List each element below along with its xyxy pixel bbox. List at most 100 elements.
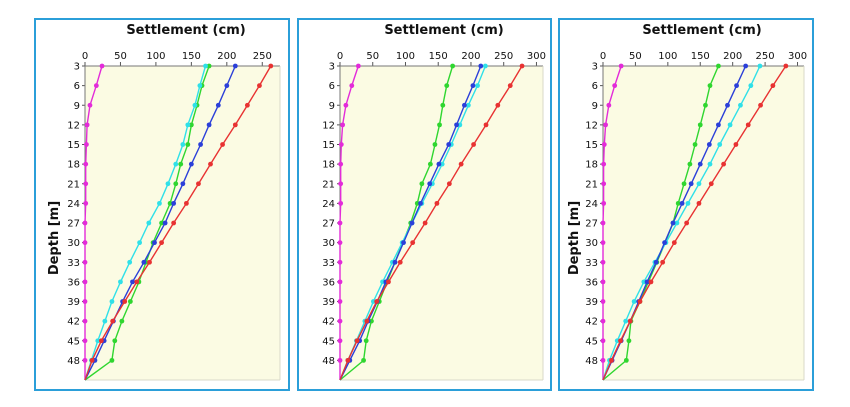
data-point (84, 122, 90, 128)
data-point (349, 83, 355, 89)
data-point (180, 142, 186, 147)
data-point (87, 102, 93, 108)
data-point (137, 240, 142, 246)
data-point (692, 142, 698, 147)
y-tick-label: 42 (585, 317, 598, 328)
data-point (609, 357, 614, 363)
data-point (410, 240, 416, 246)
y-tick-label: 15 (322, 140, 335, 151)
data-point (600, 240, 606, 246)
data-point (337, 318, 343, 324)
y-tick-label: 39 (67, 297, 80, 308)
data-point (343, 102, 349, 108)
data-point (167, 200, 173, 206)
data-point (171, 220, 177, 226)
data-point (703, 102, 708, 108)
data-point (419, 181, 425, 187)
data-point (188, 161, 194, 167)
data-point (355, 63, 361, 69)
data-point (685, 200, 691, 206)
data-point (734, 83, 739, 89)
data-point (152, 240, 157, 246)
data-point (364, 318, 370, 324)
data-point (206, 63, 212, 69)
data-point (427, 161, 433, 167)
data-point (707, 161, 713, 167)
data-point (184, 200, 189, 206)
data-point (432, 142, 438, 147)
data-point (165, 181, 171, 187)
data-point (188, 122, 194, 128)
x-tick-label: 50 (366, 51, 379, 62)
y-tick-label: 18 (67, 160, 80, 171)
data-point (102, 318, 108, 324)
data-point (422, 220, 428, 226)
data-point (470, 83, 476, 89)
chart-svg-2: Settlement (cm)0 50 100 150 200 250 3003691215… (322, 23, 546, 381)
x-tick-label: 0 (82, 51, 88, 62)
data-point (725, 102, 730, 108)
data-point (697, 161, 703, 167)
y-tick-label: 30 (322, 238, 335, 249)
data-point (721, 161, 726, 167)
y-tick-label: 24 (67, 199, 80, 210)
y-tick-label: 27 (585, 219, 598, 230)
y-tick-label: 48 (67, 356, 80, 367)
data-point (340, 122, 346, 128)
data-point (733, 142, 739, 147)
data-point (82, 220, 88, 226)
y-tick-label: 3 (329, 62, 335, 73)
data-point (397, 259, 403, 265)
y-tick-label: 9 (592, 101, 598, 112)
data-point (758, 102, 763, 108)
data-point (82, 259, 88, 265)
y-tick-label: 33 (322, 258, 335, 269)
data-point (606, 102, 612, 108)
data-point (446, 142, 452, 147)
data-point (434, 200, 440, 206)
chart-svg-3: Settlement (cm) Depth [m] 0 50 100 150 200 250 3… (567, 23, 807, 381)
plot-area (603, 66, 804, 380)
x-tick-label: 250 (494, 51, 513, 62)
data-point (601, 161, 607, 167)
y-tick-label: 42 (322, 317, 335, 328)
data-point (159, 220, 164, 226)
data-point (83, 161, 89, 167)
y-tick-label: 48 (322, 356, 335, 367)
data-point (454, 122, 459, 128)
x-tick-label: 50 (629, 51, 642, 62)
x-tick-label: 300 (527, 51, 546, 62)
data-point (82, 357, 88, 363)
y-tick-label: 39 (322, 297, 335, 308)
data-point (660, 259, 666, 265)
data-point (83, 181, 89, 187)
data-point (684, 220, 690, 226)
x-tick-label: 250 (756, 51, 775, 62)
data-point (159, 240, 164, 246)
chart-title: Settlement (cm) (126, 23, 245, 38)
data-point (337, 279, 343, 285)
data-point (220, 142, 225, 147)
data-point (82, 338, 88, 344)
data-point (679, 200, 685, 206)
data-point (134, 279, 140, 285)
y-tick-label: 27 (322, 219, 335, 230)
data-point (458, 161, 464, 167)
chart-panel-1: Settlement (cm) Depth [m] 0 50 100 150 200 250 3… (34, 18, 290, 391)
data-point (674, 220, 680, 226)
x-tick-label: 100 (146, 51, 165, 62)
plot-area (340, 66, 543, 380)
data-point (98, 338, 104, 344)
data-point (173, 181, 179, 187)
data-point (89, 357, 95, 363)
chart-panel-2: Settlement (cm) 0 50 100 150 200 250 300 3 6 9 12 15… (297, 18, 552, 391)
y-tick-label: 6 (74, 81, 80, 92)
data-point (180, 181, 186, 187)
y-tick-label: 18 (322, 160, 335, 171)
data-point (118, 279, 123, 285)
data-point (146, 220, 152, 226)
data-point (681, 181, 687, 187)
data-point (462, 102, 467, 108)
data-point (637, 299, 643, 304)
data-point (675, 200, 681, 206)
